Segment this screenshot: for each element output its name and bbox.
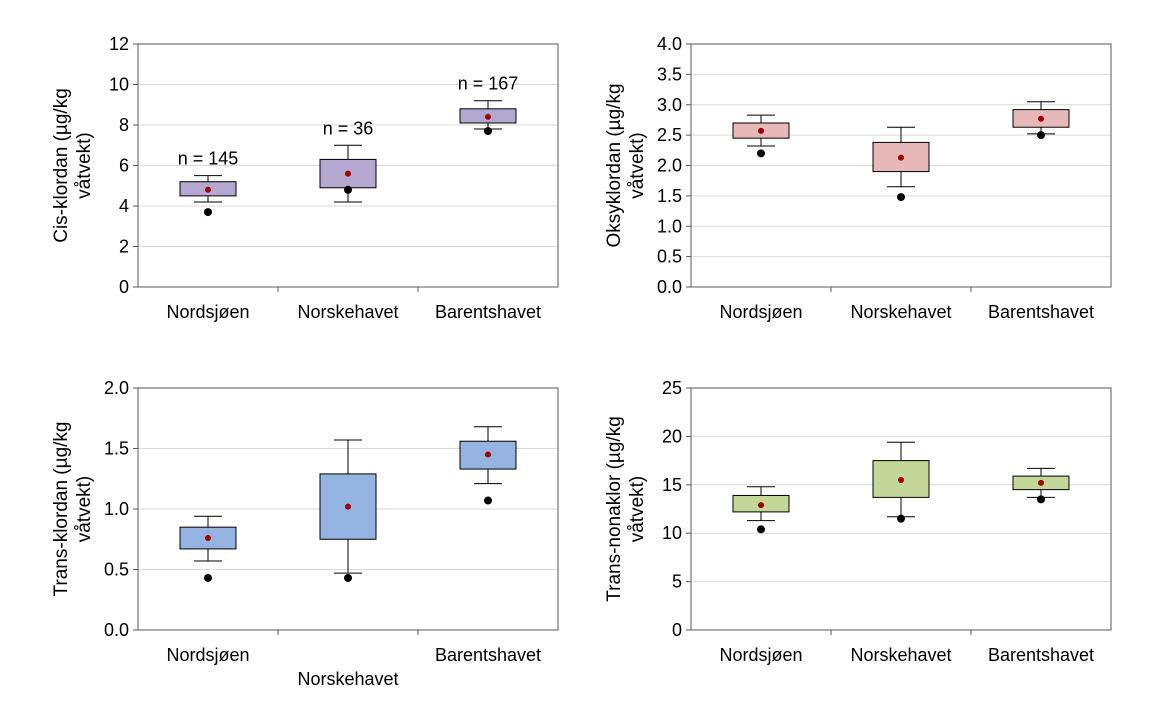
y-axis-label-line: Trans-klordan (µg/kg [51, 422, 72, 597]
category-label: Barentshavet [435, 302, 541, 322]
chart-panel-cis-klordan: 0 2 4 6 8 10 12 Nordsjøen Norskehavet Barentshave… [51, 34, 559, 322]
category-label: Norskehavet [297, 669, 398, 689]
category-label: Norskehavet [850, 645, 951, 665]
y-tick-label: 2.0 [104, 378, 129, 398]
y-tick-label: 4.0 [657, 34, 682, 54]
outlier-point [757, 149, 765, 158]
y-tick-label: 10 [109, 75, 129, 95]
y-axis-label-line: våtvekt) [74, 132, 95, 199]
box-nordsjøen: n = 145 [178, 149, 239, 217]
outlier-point [204, 573, 212, 582]
y-tick-label: 1.5 [657, 186, 682, 206]
y-axis-label-line: våtvekt) [74, 476, 95, 543]
outlier-point [897, 514, 905, 523]
category-label: Barentshavet [988, 302, 1094, 322]
chart-panel-trans-klordan: 0.0 0.5 1.0 1.5 2.0 Nordsjøen Norskehavet Baren… [51, 378, 559, 689]
y-axis-label: Trans-klordan (µg/kg våtvekt) [51, 422, 95, 597]
y-tick-label: 25 [662, 378, 682, 398]
outlier-point [484, 496, 492, 505]
y-tick-label: 0.0 [104, 620, 129, 640]
y-tick-label: 2.0 [657, 156, 682, 176]
y-axis-label-line: Cis-klordan (µg/kg [51, 88, 72, 243]
outlier-point [344, 573, 352, 582]
y-tick-label: 5 [672, 572, 682, 592]
outlier-point [484, 127, 492, 136]
category-label: Nordsjøen [166, 645, 249, 665]
box-nordsjøen [732, 486, 790, 534]
y-tick-label: 1.0 [104, 499, 129, 519]
y-axis-label: Trans-nonaklor (µg/kg våtvekt) [604, 416, 648, 602]
mean-point [205, 186, 211, 193]
category-label: Norskehavet [850, 302, 951, 322]
y-tick-label: 20 [662, 426, 682, 446]
y-axis-label-line: Trans-nonaklor (µg/kg [604, 416, 625, 602]
y-tick-label: 15 [662, 475, 682, 495]
y-tick-label: 0.0 [657, 277, 682, 297]
category-label: Norskehavet [297, 302, 398, 322]
y-tick-label: 4 [119, 196, 129, 216]
n-label: n = 36 [323, 118, 374, 138]
category-label: Nordsjøen [719, 645, 802, 665]
y-axis-label-line: Oksyklordan (µg/kg [604, 83, 625, 247]
mean-point [205, 535, 211, 542]
mean-point [758, 502, 764, 509]
y-tick-label: 2 [119, 237, 129, 257]
mean-point [898, 154, 904, 161]
y-tick-label: 1.0 [657, 216, 682, 236]
outlier-point [204, 208, 212, 217]
outlier-point [897, 193, 905, 202]
y-tick-label: 10 [662, 523, 682, 543]
outlier-point [1037, 495, 1045, 504]
box-barentshavet: n = 167 [458, 74, 519, 136]
mean-point [485, 451, 491, 458]
mean-point [898, 476, 904, 483]
y-tick-label: 8 [119, 115, 129, 135]
box-norskehavet: n = 36 [319, 118, 377, 203]
y-axis-label-line: våtvekt) [627, 132, 648, 199]
category-label: Barentshavet [988, 645, 1094, 665]
mean-point [758, 127, 764, 134]
y-tick-label: 12 [109, 34, 129, 54]
box-barentshavet [459, 426, 517, 505]
box-norskehavet [319, 439, 377, 582]
plot-frame [690, 387, 1112, 631]
outlier-point [344, 185, 352, 194]
mean-point [1038, 115, 1044, 122]
mean-point [485, 113, 491, 120]
n-label: n = 167 [458, 74, 519, 94]
chart-panel-trans-nonaklor: 0 5 10 15 20 25 Nordsjøen Norskehavet Barentshav… [604, 378, 1112, 665]
box-barentshavet [1012, 467, 1070, 504]
y-tick-label: 0 [672, 620, 682, 640]
y-tick-label: 6 [119, 156, 129, 176]
mean-point [345, 503, 351, 510]
category-label: Nordsjøen [166, 302, 249, 322]
box-nordsjøen [732, 114, 790, 158]
category-label: Nordsjøen [719, 302, 802, 322]
box-barentshavet [1012, 101, 1070, 140]
y-tick-label: 0.5 [104, 560, 129, 580]
y-axis-label: Cis-klordan (µg/kg våtvekt) [51, 88, 95, 243]
box-nordsjøen [179, 515, 237, 582]
box-norskehavet [872, 126, 930, 202]
y-axis-label-line: våtvekt) [627, 476, 648, 543]
outlier-point [757, 525, 765, 534]
y-tick-label: 0 [119, 277, 129, 297]
y-tick-label: 2.5 [657, 125, 682, 145]
mean-point [1038, 479, 1044, 486]
y-tick-label: 3.0 [657, 95, 682, 115]
box-norskehavet [872, 441, 930, 523]
y-axis-label: Oksyklordan (µg/kg våtvekt) [604, 83, 648, 247]
y-tick-label: 3.5 [657, 64, 682, 84]
y-tick-label: 0.5 [657, 247, 682, 267]
y-tick-label: 1.5 [104, 439, 129, 459]
chart-panel-oksyklordan: 0.0 0.5 1.0 1.5 2.0 2.5 3.0 3.5 4.0 Nordsjøen Nors… [604, 34, 1112, 322]
mean-point [345, 170, 351, 177]
outlier-point [1037, 131, 1045, 140]
n-label: n = 145 [178, 149, 239, 169]
category-label: Barentshavet [435, 645, 541, 665]
